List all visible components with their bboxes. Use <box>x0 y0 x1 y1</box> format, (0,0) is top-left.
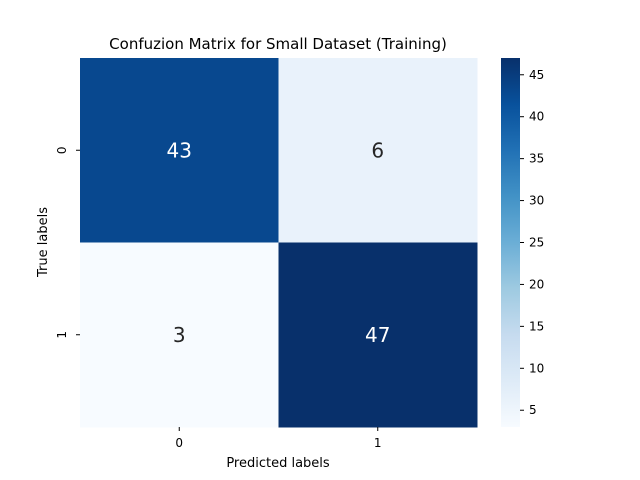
y-tick-label: 0 <box>55 146 69 154</box>
cell-value-label: 6 <box>371 138 384 162</box>
colorbar-tick-label: 20 <box>529 277 544 291</box>
colorbar-tick-label: 30 <box>529 194 544 208</box>
cell-value-label: 3 <box>173 323 186 347</box>
colorbar-tick-label: 10 <box>529 361 544 375</box>
x-tick-label: 0 <box>175 436 183 450</box>
x-tick-label: 1 <box>374 436 382 450</box>
colorbar <box>501 58 520 427</box>
heatmap-cell <box>278 58 478 243</box>
colorbar-tick-label: 35 <box>529 152 544 166</box>
cell-value-label: 47 <box>365 323 390 347</box>
colorbar-tick-label: 45 <box>529 68 544 82</box>
cell-value-label: 43 <box>167 138 192 162</box>
colorbar-tick-label: 40 <box>529 110 544 124</box>
chart-title: Confuzion Matrix for Small Dataset (Trai… <box>109 35 447 53</box>
y-axis-label: True labels <box>36 207 51 278</box>
heatmap-cells: 43 6 3 47 <box>80 58 478 428</box>
colorbar-tick-label: 15 <box>529 319 544 333</box>
heatmap-cell <box>278 242 478 428</box>
colorbar-tick-label: 5 <box>529 403 537 417</box>
heatmap-cell <box>80 58 279 243</box>
colorbar-ticks: 5 10 15 20 25 30 35 40 45 <box>520 68 544 417</box>
heatmap-cell <box>80 242 279 428</box>
y-axis-ticks: 01 <box>55 146 80 339</box>
colorbar-tick-label: 25 <box>529 236 544 250</box>
x-axis-label: Predicted labels <box>226 456 330 471</box>
y-tick-label: 1 <box>55 331 69 339</box>
